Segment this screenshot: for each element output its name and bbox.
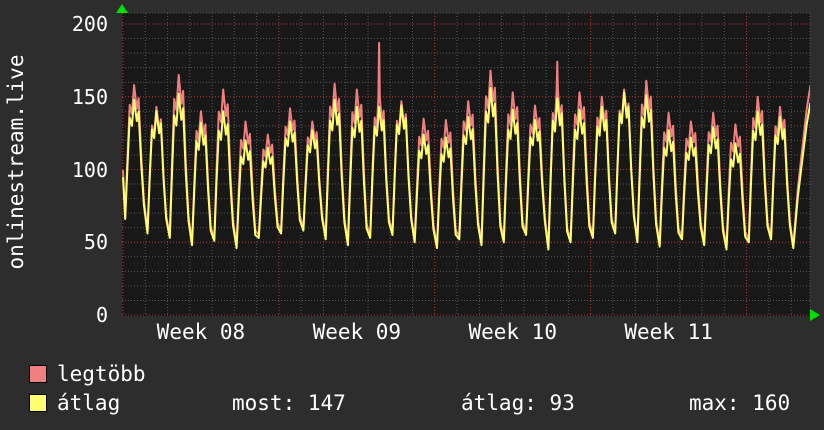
chart-title: onlinestream.live: [4, 54, 28, 270]
legend-swatch-atlag: [29, 394, 47, 412]
legend-swatch-legtobb: [29, 365, 47, 383]
x-axis-week-label: Week 10: [468, 320, 557, 344]
gridlines: [122, 12, 811, 316]
series-line-atlag: [122, 87, 810, 251]
x-axis-arrow-icon: [810, 309, 820, 321]
y-axis-tick-label: 0: [95, 303, 108, 327]
x-axis-week-label: Week 08: [156, 320, 246, 344]
legend-row-legtobb: legtöbb: [29, 362, 429, 386]
y-axis-tick-label: 50: [83, 230, 108, 255]
stat-most: most: 147: [232, 391, 346, 415]
legend-label-atlag: átlag: [57, 391, 121, 415]
legend-label-legtobb: legtöbb: [57, 362, 146, 386]
y-axis-tick-label: 100: [71, 157, 108, 182]
y-axis-tick-label: 150: [71, 84, 108, 109]
stat-max: max: 160: [689, 391, 791, 415]
y-axis-arrow-icon: [116, 4, 128, 13]
legend-row-atlag: átlag: [29, 391, 429, 415]
x-axis-week-label: Week 11: [624, 320, 713, 344]
stat-atlag: átlag: 93: [461, 391, 575, 415]
x-axis-week-label: Week 09: [312, 320, 402, 344]
y-axis-tick-label: 200: [71, 12, 108, 36]
